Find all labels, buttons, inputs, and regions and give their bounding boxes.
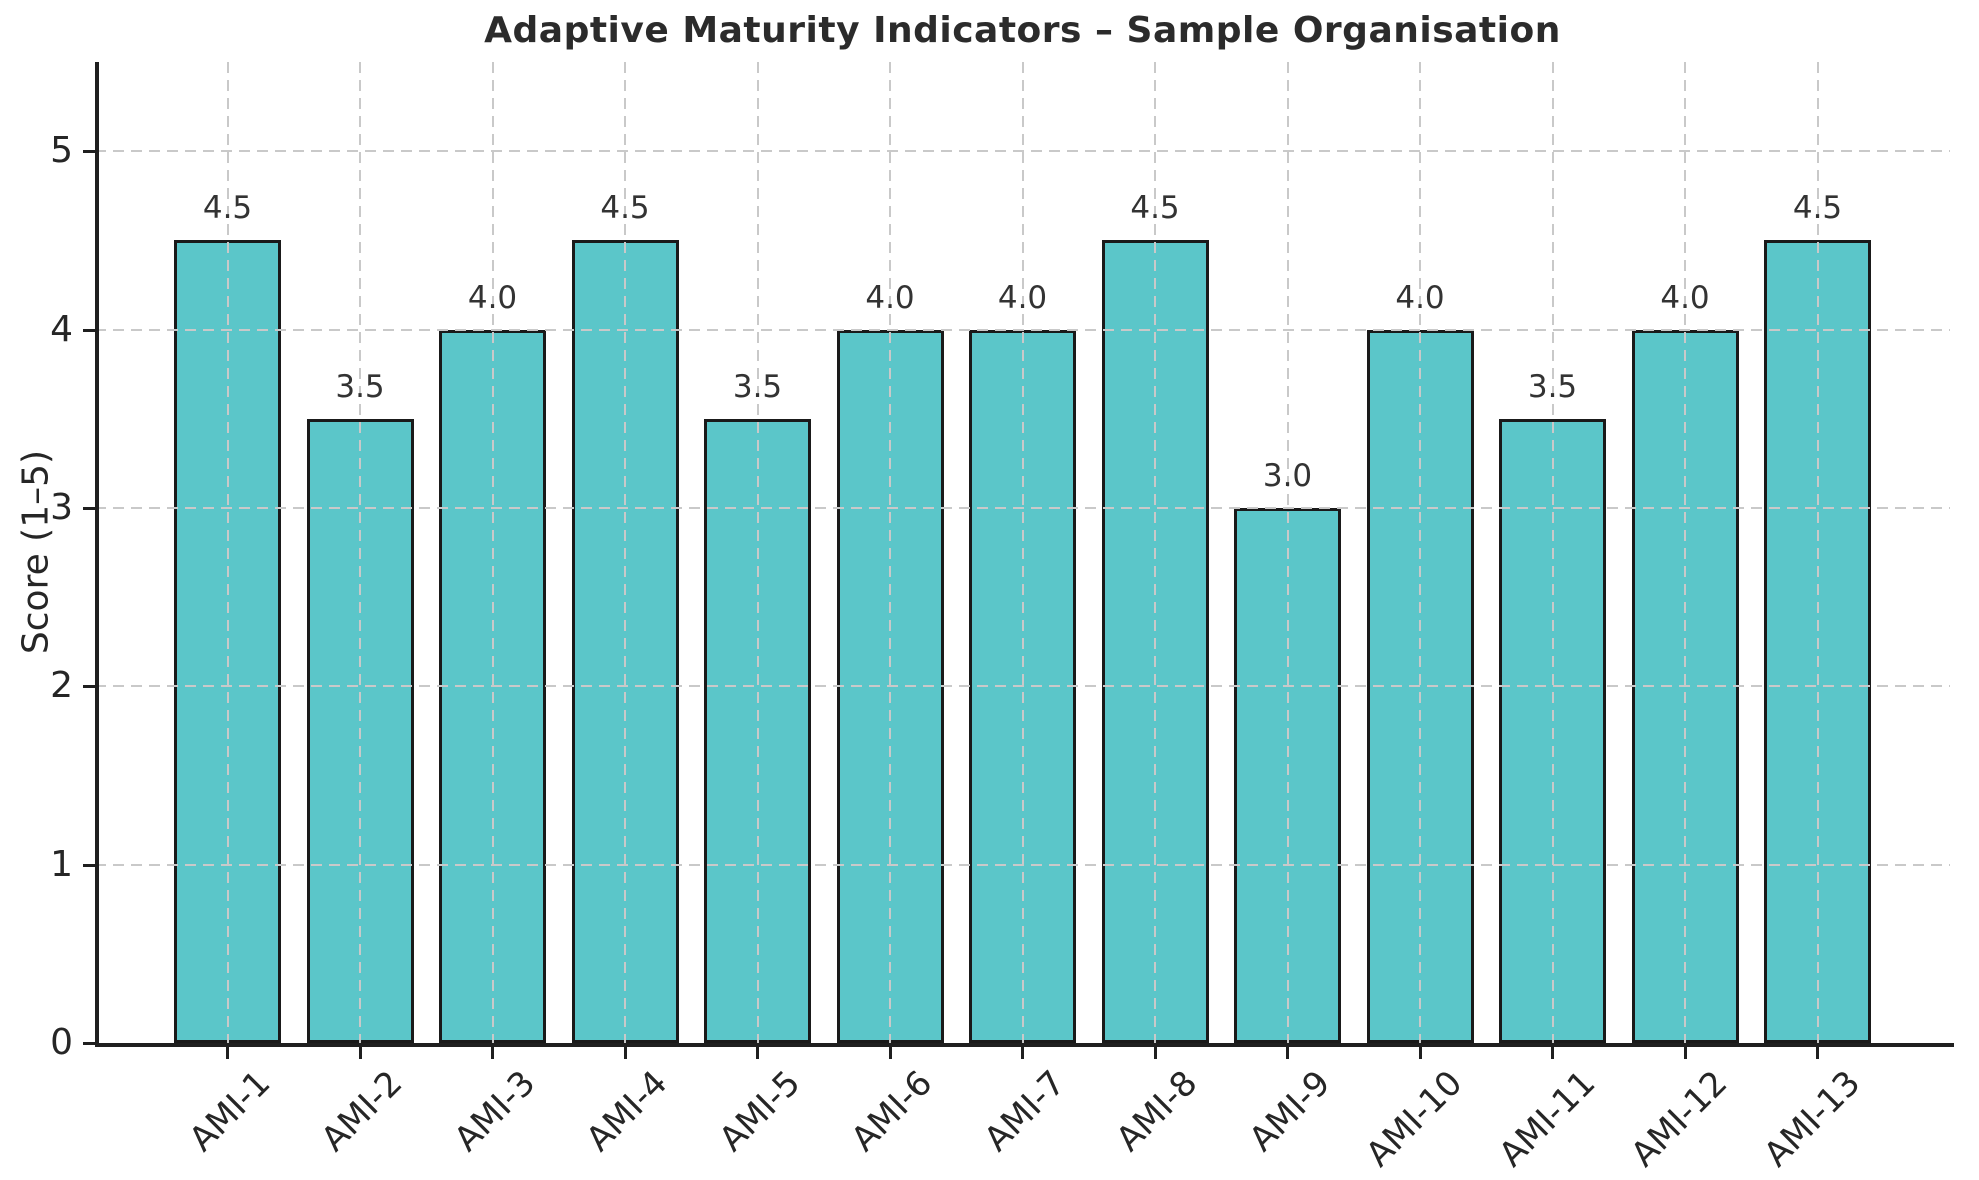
x-tick-label-ami-13: AMI-13 bbox=[1755, 1063, 1868, 1175]
y-tick-label-4: 4 bbox=[50, 308, 73, 350]
bar-value-label-ami-2: 3.5 bbox=[335, 368, 385, 405]
x-tick-ami-13 bbox=[1816, 1047, 1819, 1059]
x-tick-ami-5 bbox=[756, 1047, 759, 1059]
vertical-gridline-ami-12 bbox=[1684, 62, 1686, 1043]
vertical-gridline-ami-2 bbox=[359, 62, 361, 1043]
x-tick-ami-12 bbox=[1683, 1047, 1687, 1059]
x-axis-spine bbox=[95, 1043, 1954, 1047]
y-tick-2 bbox=[83, 685, 95, 689]
bar-value-label-ami-13: 4.5 bbox=[1792, 190, 1843, 227]
x-tick-label-ami-12: AMI-12 bbox=[1623, 1063, 1736, 1175]
vertical-gridline-ami-3 bbox=[491, 62, 494, 1043]
y-axis-label: Score (1–5) bbox=[15, 449, 57, 655]
x-tick-ami-10 bbox=[1418, 1047, 1422, 1059]
bar-value-label-ami-8: 4.5 bbox=[1130, 190, 1180, 227]
bar-value-label-ami-7: 4.0 bbox=[997, 279, 1048, 316]
x-tick-ami-9 bbox=[1286, 1047, 1289, 1059]
bar-value-label-ami-4: 4.5 bbox=[600, 190, 650, 227]
x-tick-label-ami-7: AMI-7 bbox=[976, 1063, 1073, 1160]
y-tick-label-0: 0 bbox=[50, 1022, 73, 1063]
y-tick-4 bbox=[83, 328, 95, 332]
bar-value-label-ami-6: 4.0 bbox=[865, 279, 915, 316]
x-tick-label-ami-9: AMI-9 bbox=[1241, 1063, 1338, 1160]
vertical-gridline-ami-1 bbox=[226, 62, 229, 1043]
vertical-gridline-ami-6 bbox=[889, 62, 891, 1043]
x-tick-label-ami-4: AMI-4 bbox=[578, 1063, 676, 1160]
chart-title: Adaptive Maturity Indicators – Sample Or… bbox=[484, 10, 1561, 51]
vertical-gridline-ami-9 bbox=[1286, 62, 1289, 1043]
y-tick-label-3: 3 bbox=[50, 486, 73, 528]
y-tick-label-1: 1 bbox=[50, 843, 73, 885]
y-tick-1 bbox=[83, 863, 95, 867]
x-tick-ami-8 bbox=[1153, 1047, 1157, 1059]
bar-value-label-ami-3: 4.0 bbox=[467, 279, 518, 316]
y-tick-0 bbox=[83, 1042, 95, 1045]
y-tick-label-5: 5 bbox=[50, 130, 73, 172]
y-axis-spine bbox=[95, 62, 99, 1047]
vertical-gridline-ami-8 bbox=[1154, 62, 1156, 1043]
vertical-gridline-ami-4 bbox=[624, 62, 626, 1043]
x-tick-label-ami-3: AMI-3 bbox=[446, 1063, 543, 1160]
bar-value-label-ami-10: 4.0 bbox=[1395, 279, 1445, 316]
vertical-gridline-ami-5 bbox=[756, 62, 759, 1043]
x-tick-ami-7 bbox=[1021, 1047, 1024, 1059]
x-tick-label-ami-1: AMI-1 bbox=[181, 1063, 278, 1160]
vertical-gridline-ami-7 bbox=[1021, 62, 1024, 1043]
plot-area: 4.5 3.5 4.0 4.5 3.5 4.0 4.0 4.5 3.0 4.0 3.5 4.0 4.5 bbox=[95, 62, 1950, 1043]
x-tick-label-ami-8: AMI-8 bbox=[1108, 1063, 1206, 1160]
vertical-gridline-ami-10 bbox=[1419, 62, 1421, 1043]
y-tick-label-2: 2 bbox=[50, 665, 73, 707]
x-tick-label-ami-10: AMI-10 bbox=[1358, 1063, 1471, 1175]
x-tick-ami-2 bbox=[358, 1047, 362, 1059]
y-tick-3 bbox=[83, 506, 95, 510]
vertical-gridline-ami-11 bbox=[1551, 62, 1554, 1043]
bar-value-label-ami-5: 3.5 bbox=[732, 368, 783, 405]
x-tick-label-ami-5: AMI-5 bbox=[711, 1063, 808, 1160]
x-tick-label-ami-2: AMI-2 bbox=[313, 1063, 411, 1160]
x-tick-label-ami-6: AMI-6 bbox=[843, 1063, 941, 1160]
bar-value-label-ami-11: 3.5 bbox=[1527, 368, 1578, 405]
x-tick-ami-11 bbox=[1551, 1047, 1554, 1059]
x-tick-ami-6 bbox=[888, 1047, 892, 1059]
y-tick-5 bbox=[83, 150, 95, 154]
bar-value-label-ami-1: 4.5 bbox=[202, 190, 253, 227]
x-tick-ami-4 bbox=[623, 1047, 627, 1059]
x-tick-ami-1 bbox=[226, 1047, 229, 1059]
x-tick-label-ami-11: AMI-11 bbox=[1490, 1063, 1603, 1175]
x-tick-ami-3 bbox=[491, 1047, 494, 1059]
vertical-gridline-ami-13 bbox=[1816, 62, 1819, 1043]
bar-value-label-ami-12: 4.0 bbox=[1660, 279, 1710, 316]
bar-value-label-ami-9: 3.0 bbox=[1262, 457, 1313, 494]
